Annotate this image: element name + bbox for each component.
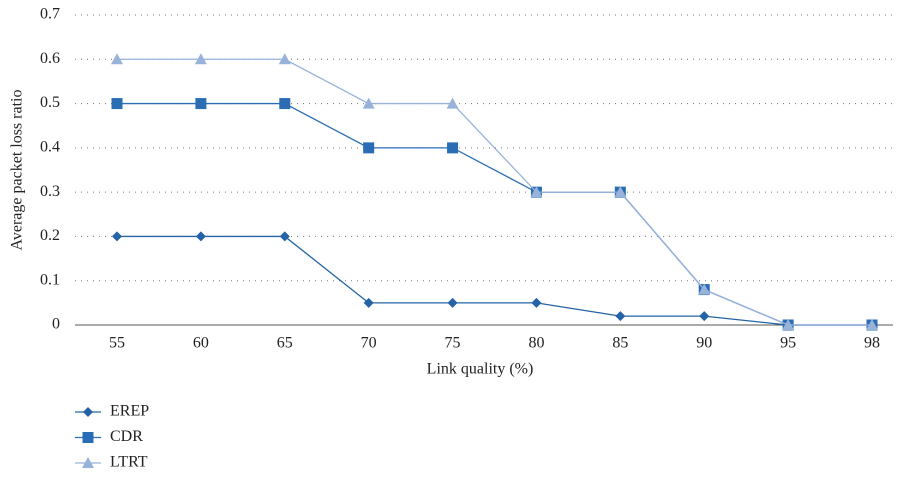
y-tick-label: 0.7 — [40, 6, 60, 23]
marker — [615, 311, 626, 322]
y-tick-label: 0.3 — [40, 183, 60, 200]
marker — [195, 231, 206, 242]
marker — [279, 98, 291, 110]
x-tick-label: 85 — [612, 335, 628, 352]
marker — [111, 53, 123, 65]
marker — [83, 407, 93, 417]
x-tick-label: 90 — [696, 335, 712, 352]
legend-label: EREP — [110, 403, 149, 420]
marker — [446, 97, 459, 109]
y-tick-label: 0.6 — [40, 50, 60, 67]
marker — [82, 432, 94, 443]
x-tick-label: 65 — [277, 335, 293, 352]
marker — [111, 98, 123, 110]
y-tick-label: 0.2 — [40, 227, 60, 244]
series-line — [117, 58, 872, 326]
legend-label: LTRT — [110, 454, 148, 471]
x-tick-label: 95 — [780, 335, 796, 352]
marker — [531, 297, 542, 308]
x-tick-label: 75 — [445, 335, 461, 352]
marker — [782, 319, 795, 330]
marker — [82, 457, 94, 468]
marker — [194, 53, 207, 65]
marker — [278, 53, 291, 65]
marker — [447, 297, 458, 308]
x-tick-label: 55 — [109, 335, 125, 352]
marker — [362, 97, 375, 109]
marker — [447, 142, 459, 154]
x-tick-label: 80 — [528, 335, 544, 352]
y-tick-label: 0 — [52, 316, 60, 333]
y-tick-label: 0.5 — [40, 94, 60, 111]
marker — [363, 142, 375, 154]
marker — [195, 98, 207, 110]
series-line — [117, 102, 872, 326]
legend-label: CDR — [110, 428, 143, 445]
x-tick-label: 60 — [193, 335, 209, 352]
marker — [530, 186, 543, 198]
x-tick-label: 98 — [864, 335, 880, 352]
x-tick-label: 70 — [361, 335, 377, 352]
marker — [614, 186, 627, 198]
y-tick-label: 0.1 — [40, 271, 60, 288]
marker — [363, 297, 374, 308]
series-line — [117, 235, 872, 326]
y-axis-label: Average packet loss ratio — [9, 90, 26, 251]
marker — [866, 319, 878, 330]
marker — [698, 283, 711, 295]
y-tick-label: 0.4 — [40, 139, 60, 156]
marker — [699, 311, 710, 322]
x-axis-label: Link quality (%) — [427, 361, 534, 378]
marker — [112, 231, 122, 242]
marker — [279, 231, 290, 242]
